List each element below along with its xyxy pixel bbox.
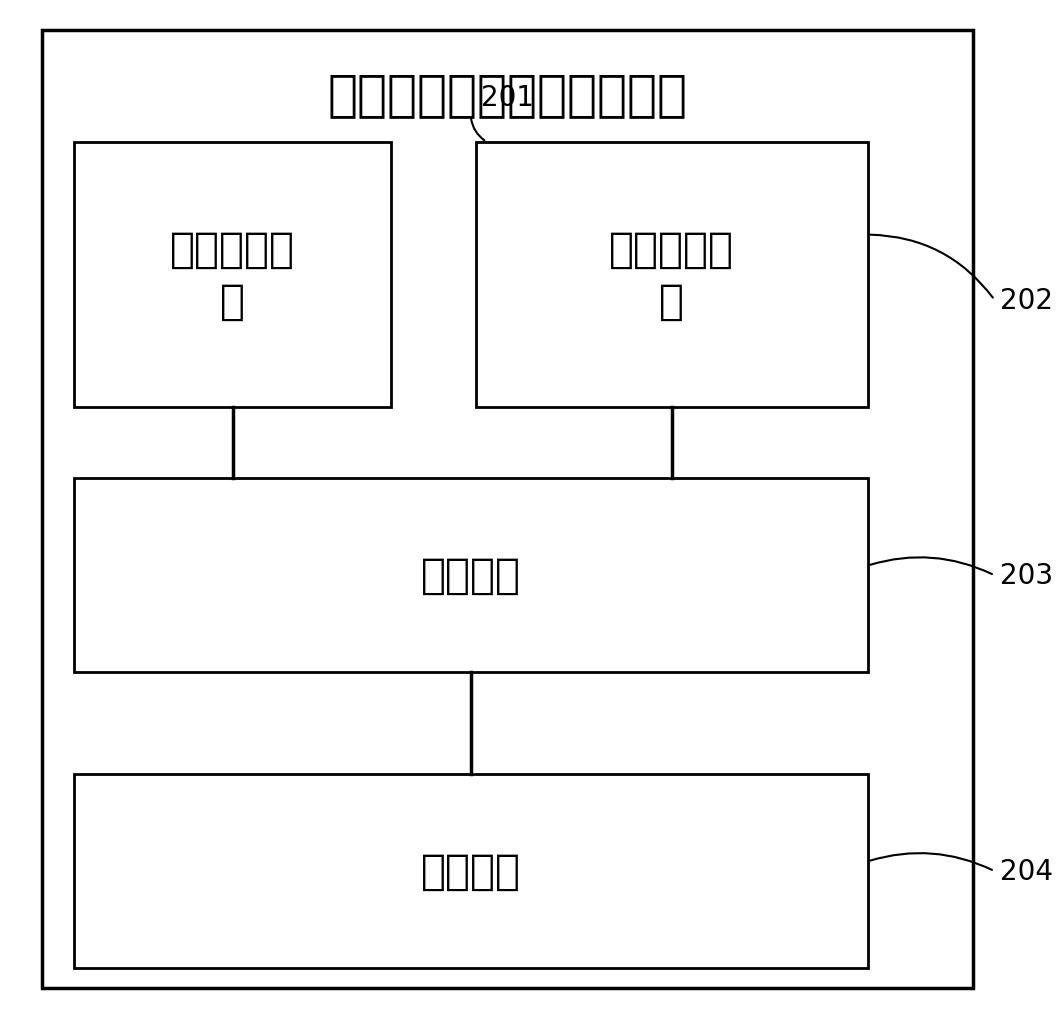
Text: 关节置换手术辅助定位装置: 关节置换手术辅助定位装置 <box>328 71 688 119</box>
Text: 第二获取模
块: 第二获取模 块 <box>609 228 734 322</box>
Text: 204: 204 <box>1000 857 1053 886</box>
Bar <box>42 31 973 988</box>
Text: 203: 203 <box>1000 561 1053 590</box>
Text: 处理模块: 处理模块 <box>421 554 521 597</box>
Text: 201: 201 <box>481 85 534 112</box>
Text: 第一获取模
块: 第一获取模 块 <box>170 228 295 322</box>
Bar <box>74 479 868 673</box>
Bar <box>74 143 391 408</box>
Bar <box>74 774 868 968</box>
Text: 输出模块: 输出模块 <box>421 850 521 893</box>
Text: 202: 202 <box>1000 286 1053 315</box>
Bar <box>476 143 868 408</box>
